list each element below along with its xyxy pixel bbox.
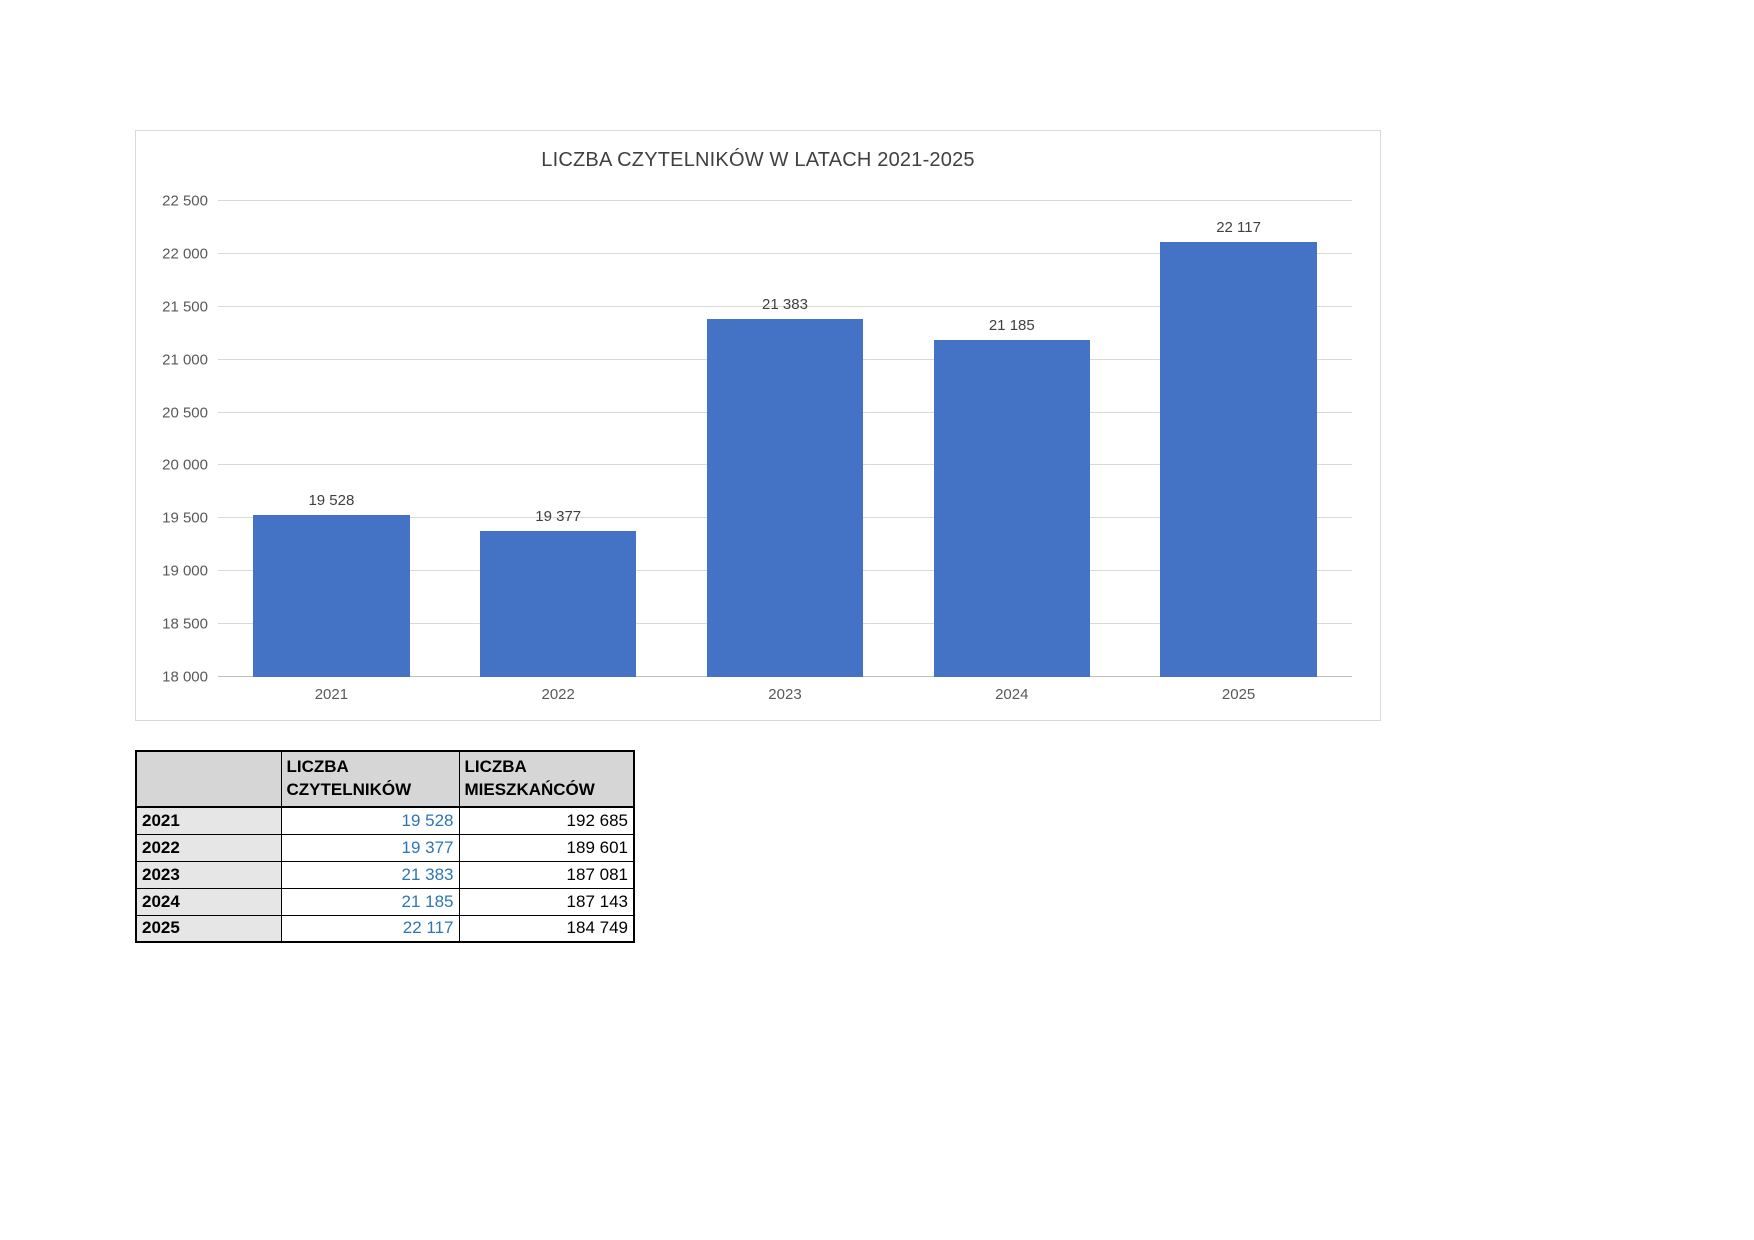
table-residents-cell[interactable]: 184 749 <box>458 914 635 943</box>
gridline <box>218 252 1352 254</box>
gridline <box>218 200 1352 201</box>
bar-value-label: 19 528 <box>308 492 355 510</box>
table-row: 2025 22 117 184 749 <box>135 914 635 943</box>
chart-plot-area: 18 000 18 500 19 000 19 500 20 000 20 500 21 0… <box>146 193 1352 710</box>
x-axis: 2021 2022 2023 2024 2025 <box>218 677 1352 710</box>
plot: 19 528 19 377 21 383 21 185 22 117 <box>218 200 1352 677</box>
gridline <box>218 305 1352 307</box>
y-tick-label: 20 500 <box>162 404 208 422</box>
bar-2024[interactable] <box>933 340 1091 677</box>
bar-column: 19 377 <box>445 201 672 677</box>
y-tick-label: 18 500 <box>162 615 208 633</box>
table-header-readers[interactable]: LICZBA CZYTELNIKÓW <box>280 750 460 808</box>
x-category-label: 2021 <box>314 686 349 703</box>
bar-value-label: 21 185 <box>988 317 1035 335</box>
bar-value-label: 21 383 <box>762 296 808 314</box>
chart-title: LICZBA CZYTELNIKÓW W LATACH 2021-2025 <box>541 149 975 171</box>
table-year-cell[interactable]: 2025 <box>135 914 282 943</box>
y-tick-label: 18 000 <box>162 668 208 686</box>
y-tick-label: 19 500 <box>162 509 208 527</box>
bar-value-label: 22 117 <box>1216 218 1261 236</box>
table-readers-cell[interactable]: 22 117 <box>280 914 460 943</box>
bar-column: 22 117 <box>1125 201 1352 677</box>
bar-2023[interactable] <box>706 319 864 677</box>
table-readers-cell[interactable]: 21 383 <box>280 860 460 889</box>
table-readers-cell[interactable]: 21 185 <box>280 887 460 916</box>
bar-series: 19 528 19 377 21 383 21 185 22 117 <box>218 201 1352 677</box>
x-category-label: 2024 <box>995 686 1029 703</box>
bar-column: 21 383 <box>672 201 899 677</box>
table-header-row: LICZBA CZYTELNIKÓW LICZBA MIESZKAŃCÓW <box>135 750 635 808</box>
bar-column: 21 185 <box>898 201 1125 677</box>
y-tick-label: 19 000 <box>162 562 208 580</box>
table-readers-cell[interactable]: 19 528 <box>280 806 460 835</box>
y-axis: 18 000 18 500 19 000 19 500 20 000 20 500 21 0… <box>146 193 218 686</box>
x-category-label: 2025 <box>1221 686 1256 703</box>
table-year-cell[interactable]: 2022 <box>135 833 282 862</box>
bar-2025[interactable] <box>1160 241 1317 677</box>
table-residents-cell[interactable]: 192 685 <box>458 806 635 835</box>
table-residents-cell[interactable]: 187 081 <box>458 860 635 889</box>
bar-value-label: 19 377 <box>535 508 582 526</box>
x-category-label: 2022 <box>541 686 575 703</box>
table-corner-cell[interactable] <box>135 750 282 808</box>
y-tick-label: 22 500 <box>162 192 208 210</box>
table-residents-cell[interactable]: 189 601 <box>458 833 635 862</box>
table-year-cell[interactable]: 2021 <box>135 806 282 835</box>
bar-2022[interactable] <box>479 531 637 677</box>
bar-2021[interactable] <box>253 515 410 677</box>
y-tick-label: 22 000 <box>162 245 208 263</box>
table-row: 2024 21 185 187 143 <box>135 887 635 916</box>
table-year-cell[interactable]: 2023 <box>135 860 282 889</box>
y-tick-label: 20 000 <box>162 456 208 474</box>
plot-wrap: 19 528 19 377 21 383 21 185 22 117 2021 2022 2… <box>218 200 1352 710</box>
y-tick-label: 21 500 <box>162 298 208 316</box>
table-year-cell[interactable]: 2024 <box>135 887 282 916</box>
y-tick-label: 21 000 <box>162 351 208 369</box>
data-table: LICZBA CZYTELNIKÓW LICZBA MIESZKAŃCÓW 20… <box>135 750 635 943</box>
table-row: 2023 21 383 187 081 <box>135 860 635 889</box>
table-header-residents[interactable]: LICZBA MIESZKAŃCÓW <box>458 750 635 808</box>
bar-column: 19 528 <box>218 201 445 677</box>
x-category-label: 2023 <box>768 686 802 703</box>
table-row: 2021 19 528 192 685 <box>135 806 635 835</box>
table-readers-cell[interactable]: 19 377 <box>280 833 460 862</box>
table-row: 2022 19 377 189 601 <box>135 833 635 862</box>
table-residents-cell[interactable]: 187 143 <box>458 887 635 916</box>
bar-chart[interactable]: LICZBA CZYTELNIKÓW W LATACH 2021-2025 18… <box>135 130 1381 721</box>
